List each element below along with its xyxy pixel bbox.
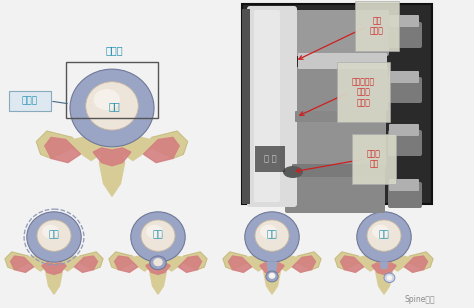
Polygon shape xyxy=(228,256,252,272)
Ellipse shape xyxy=(70,69,154,147)
Text: 椎间盘
突出: 椎间盘 突出 xyxy=(367,149,381,169)
Ellipse shape xyxy=(260,225,277,238)
Polygon shape xyxy=(70,137,104,160)
Polygon shape xyxy=(76,252,103,270)
Text: 椎间盘: 椎间盘 xyxy=(22,96,38,106)
Polygon shape xyxy=(93,148,131,166)
Ellipse shape xyxy=(131,212,185,262)
Polygon shape xyxy=(277,256,299,271)
FancyBboxPatch shape xyxy=(389,15,419,27)
Ellipse shape xyxy=(266,271,278,282)
Polygon shape xyxy=(223,252,250,270)
Polygon shape xyxy=(131,256,153,271)
Ellipse shape xyxy=(387,275,392,281)
Polygon shape xyxy=(178,256,201,272)
Polygon shape xyxy=(406,252,433,270)
FancyBboxPatch shape xyxy=(389,71,419,83)
Ellipse shape xyxy=(141,220,175,251)
Polygon shape xyxy=(115,256,137,272)
Polygon shape xyxy=(260,263,284,274)
Text: 椎 体: 椎 体 xyxy=(264,155,276,164)
Polygon shape xyxy=(42,263,66,274)
Polygon shape xyxy=(164,256,185,271)
FancyBboxPatch shape xyxy=(254,10,280,202)
Ellipse shape xyxy=(269,273,275,279)
Polygon shape xyxy=(376,263,392,294)
Text: 纤维环: 纤维环 xyxy=(105,45,123,55)
Polygon shape xyxy=(144,137,179,163)
Polygon shape xyxy=(267,262,277,272)
FancyBboxPatch shape xyxy=(389,179,419,191)
Polygon shape xyxy=(335,252,362,270)
Polygon shape xyxy=(46,263,62,294)
Polygon shape xyxy=(245,256,266,271)
Polygon shape xyxy=(357,256,379,271)
Polygon shape xyxy=(390,256,411,271)
Polygon shape xyxy=(146,131,188,158)
Ellipse shape xyxy=(150,256,166,270)
Ellipse shape xyxy=(283,166,303,178)
FancyBboxPatch shape xyxy=(298,53,387,69)
Ellipse shape xyxy=(42,225,59,238)
FancyBboxPatch shape xyxy=(288,120,386,168)
Polygon shape xyxy=(294,252,321,270)
Ellipse shape xyxy=(255,220,289,251)
FancyBboxPatch shape xyxy=(285,175,385,213)
Polygon shape xyxy=(100,148,125,196)
Polygon shape xyxy=(264,263,280,294)
Polygon shape xyxy=(180,252,207,270)
FancyBboxPatch shape xyxy=(247,6,297,207)
Polygon shape xyxy=(59,256,81,271)
FancyBboxPatch shape xyxy=(388,130,422,156)
Ellipse shape xyxy=(86,82,138,130)
Ellipse shape xyxy=(357,212,411,262)
Polygon shape xyxy=(404,256,428,272)
Polygon shape xyxy=(146,263,170,274)
Polygon shape xyxy=(10,256,34,272)
Ellipse shape xyxy=(153,258,163,266)
Ellipse shape xyxy=(27,212,81,262)
FancyBboxPatch shape xyxy=(292,67,388,111)
FancyBboxPatch shape xyxy=(388,182,422,208)
Polygon shape xyxy=(5,252,32,270)
FancyBboxPatch shape xyxy=(292,164,385,177)
Polygon shape xyxy=(74,256,98,272)
Text: 正常
椎间盘: 正常 椎间盘 xyxy=(370,16,384,36)
Ellipse shape xyxy=(94,89,120,110)
Polygon shape xyxy=(372,263,396,274)
Bar xyxy=(242,4,432,204)
Text: 游离: 游离 xyxy=(379,230,389,240)
FancyBboxPatch shape xyxy=(9,91,51,111)
Ellipse shape xyxy=(367,220,401,251)
Ellipse shape xyxy=(384,273,395,282)
Polygon shape xyxy=(150,263,166,294)
FancyBboxPatch shape xyxy=(295,10,389,56)
Ellipse shape xyxy=(372,225,389,238)
Polygon shape xyxy=(381,262,387,268)
Text: 椎间盘膨出
退变的
椎间盘: 椎间盘膨出 退变的 椎间盘 xyxy=(352,77,375,107)
FancyBboxPatch shape xyxy=(295,111,386,122)
Polygon shape xyxy=(36,131,78,158)
Ellipse shape xyxy=(37,220,71,251)
Polygon shape xyxy=(27,256,48,271)
Ellipse shape xyxy=(146,225,163,238)
Polygon shape xyxy=(45,137,81,163)
Text: 膨出: 膨出 xyxy=(49,230,59,240)
Polygon shape xyxy=(292,256,316,272)
Polygon shape xyxy=(120,137,154,160)
Text: 突出: 突出 xyxy=(153,230,164,240)
Text: Spine脊柱: Spine脊柱 xyxy=(405,295,435,305)
Polygon shape xyxy=(109,252,136,270)
FancyBboxPatch shape xyxy=(242,9,250,204)
FancyBboxPatch shape xyxy=(388,22,422,48)
Text: 脱出: 脱出 xyxy=(266,230,277,240)
FancyBboxPatch shape xyxy=(388,77,422,103)
Ellipse shape xyxy=(245,212,299,262)
FancyBboxPatch shape xyxy=(389,124,419,136)
Polygon shape xyxy=(340,256,364,272)
Text: 髓核: 髓核 xyxy=(108,101,120,111)
